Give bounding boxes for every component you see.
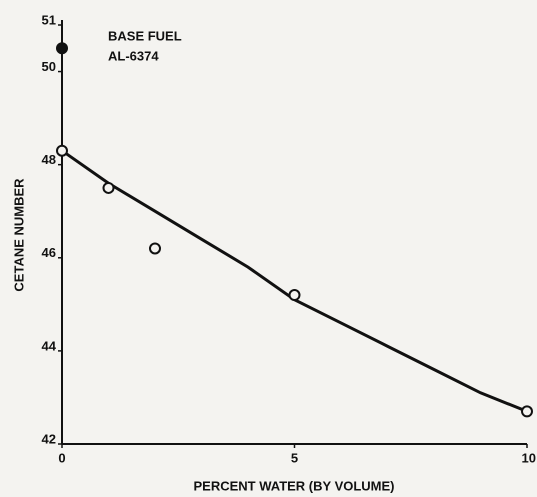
y-tick-label: 46 [42, 245, 56, 260]
x-tick-label: 5 [291, 450, 298, 465]
point [56, 42, 68, 55]
x-axis-label: PERCENT WATER (BY VOLUME) [193, 478, 394, 493]
y-tick-label: 51 [42, 12, 56, 27]
y-tick-label: 42 [42, 431, 56, 446]
y-tick-label: 44 [42, 338, 57, 353]
y-axis-label: CETANE NUMBER [11, 178, 26, 292]
point [56, 144, 68, 157]
point [288, 289, 301, 302]
annotation: BASE FUEL [108, 28, 182, 43]
point [521, 405, 533, 418]
x-tick-label: 0 [58, 450, 65, 465]
y-tick-label: 48 [42, 152, 56, 167]
x-tick-label: 10 [522, 450, 536, 465]
point [149, 242, 161, 255]
fit-curve [61, 149, 528, 413]
y-tick-label: 50 [42, 59, 56, 74]
point [102, 181, 115, 194]
annotation: AL-6374 [108, 48, 159, 63]
